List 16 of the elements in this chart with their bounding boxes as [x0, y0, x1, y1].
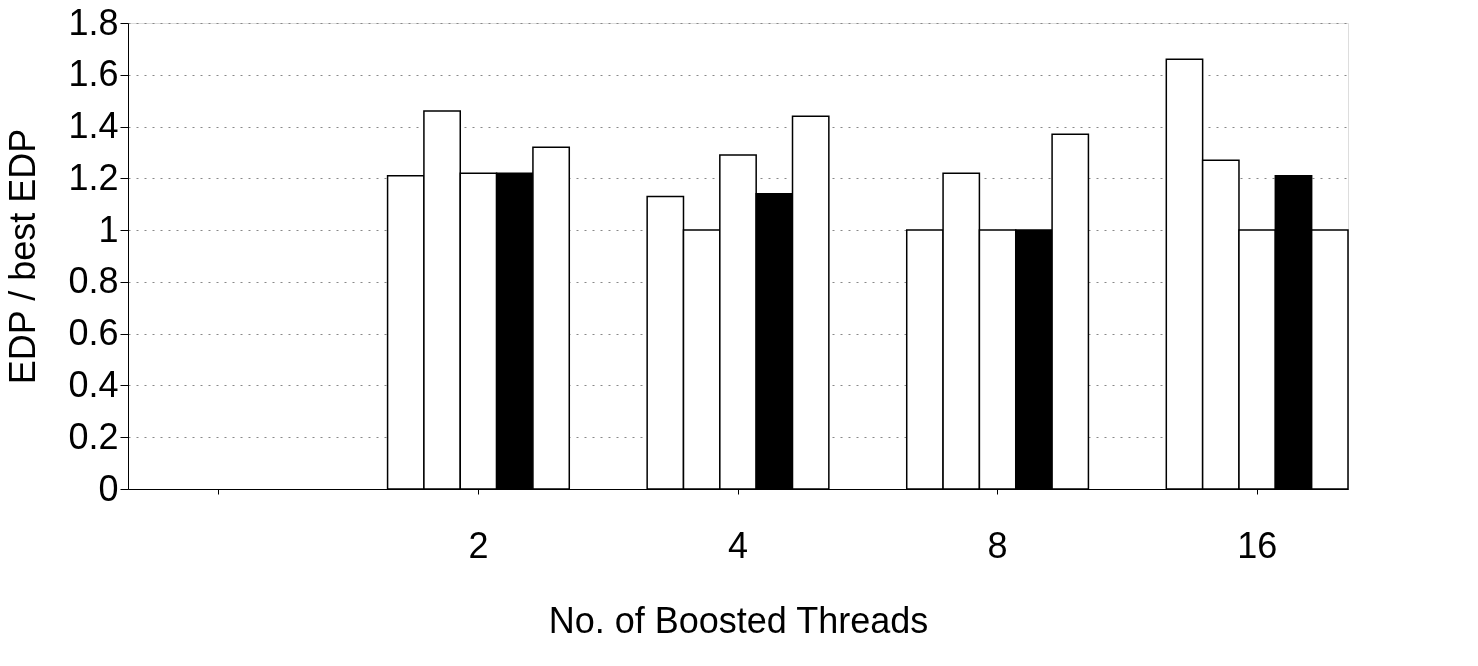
- y-tick-label: 0.8: [68, 260, 119, 302]
- x-tick-label: 8: [987, 524, 1008, 566]
- y-tick-label: 1.8: [68, 1, 119, 43]
- x-tick-label: 4: [727, 524, 749, 566]
- y-tick-label: 1.6: [68, 53, 119, 95]
- x-tick-label: 16: [1237, 524, 1278, 566]
- y-tick-label: 1: [98, 208, 119, 250]
- y-tick-label: 0.4: [68, 363, 119, 405]
- x-axis-title: No. of Boosted Threads: [548, 599, 929, 641]
- x-tick-label: 2: [468, 524, 489, 566]
- y-tick-label: 0: [98, 467, 119, 509]
- y-tick-label: 0.6: [68, 312, 119, 354]
- y-axis-title: EDP / best EDP: [2, 128, 44, 385]
- y-tick-label: 1.4: [68, 105, 119, 147]
- y-tick-label: 1.2: [68, 156, 119, 198]
- y-tick-label: 0.2: [68, 415, 119, 457]
